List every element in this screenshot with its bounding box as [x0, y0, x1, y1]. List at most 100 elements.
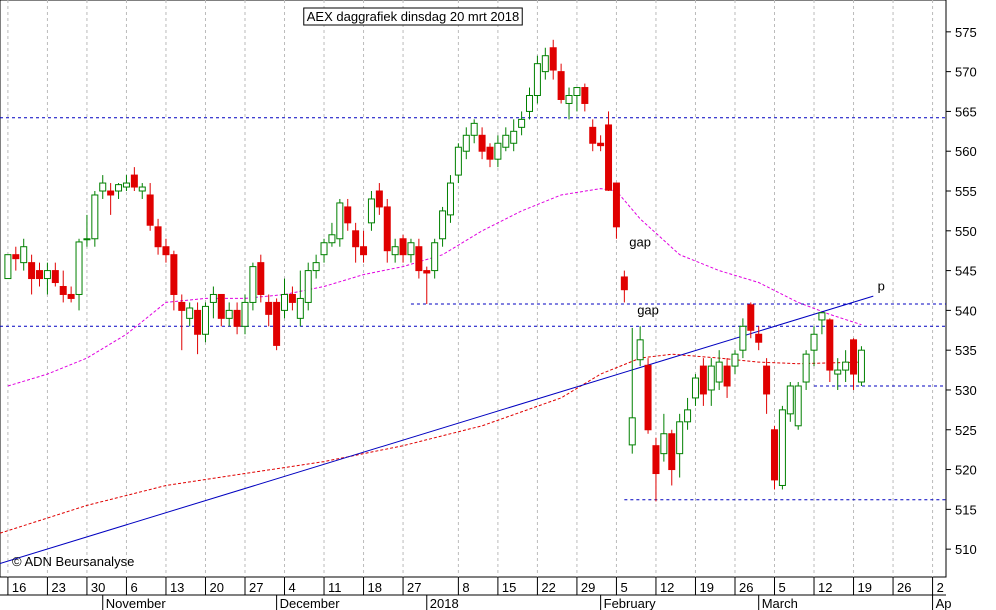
candle-body — [162, 246, 170, 256]
candle-body — [67, 293, 75, 299]
candle-body — [533, 63, 541, 97]
candle-body — [612, 182, 620, 228]
candle-body — [122, 182, 130, 188]
y-tick-label: 550 — [955, 224, 977, 239]
x-tick-label: 29 — [581, 580, 595, 595]
x-tick-label: 30 — [91, 580, 105, 595]
x-tick-label: 18 — [368, 580, 382, 595]
candle-body — [36, 270, 44, 280]
candle-body — [494, 142, 502, 160]
candle-body — [28, 262, 36, 280]
month-label: Ap — [936, 596, 952, 610]
candle-body — [557, 71, 565, 100]
candle-body — [399, 238, 407, 256]
candle-body — [541, 55, 549, 73]
candle-body — [691, 377, 699, 399]
candle-body — [794, 385, 802, 427]
x-tick-label: 5 — [779, 580, 786, 595]
candle-body — [644, 364, 652, 431]
y-tick-label: 530 — [955, 383, 977, 398]
x-tick-label: 16 — [12, 580, 26, 595]
x-tick-label: 13 — [170, 580, 184, 595]
y-tick-label: 515 — [955, 502, 977, 517]
month-label: November — [106, 596, 167, 610]
y-tick-label: 560 — [955, 144, 977, 159]
candle-body — [83, 238, 91, 241]
candle-body — [415, 246, 423, 272]
x-tick-label: 26 — [739, 580, 753, 595]
candle-body — [842, 361, 850, 371]
candle-body — [186, 307, 194, 319]
month-label: 2018 — [430, 596, 459, 610]
candle-body — [549, 47, 557, 71]
y-tick-label: 510 — [955, 542, 977, 557]
candle-body — [273, 301, 281, 346]
source-note: © ADN Beursanalyse — [12, 554, 134, 569]
y-tick-label: 545 — [955, 264, 977, 279]
candle-body — [115, 184, 123, 192]
candle-body — [652, 445, 660, 475]
x-tick-label: 23 — [51, 580, 65, 595]
candle-body — [304, 270, 312, 303]
candle-body — [660, 433, 668, 455]
x-tick-label: 11 — [328, 580, 342, 595]
candle-body — [834, 369, 842, 375]
candle-body — [233, 309, 241, 327]
candle-body — [589, 126, 597, 144]
annotation: gap — [637, 302, 659, 317]
candle-body — [502, 134, 510, 148]
candle-body — [573, 87, 581, 97]
candle-body — [486, 146, 494, 160]
candle-body — [217, 293, 225, 319]
month-label: March — [762, 596, 798, 610]
candle-body — [51, 270, 59, 284]
candle-body — [518, 118, 526, 128]
annotation: gap — [629, 235, 651, 250]
candle-body — [336, 202, 344, 240]
x-tick-label: 22 — [541, 580, 555, 595]
candle-body — [470, 122, 478, 136]
candle-body — [462, 134, 470, 152]
x-tick-label: 2 — [937, 580, 944, 595]
candle-body — [684, 409, 692, 423]
candle-body — [138, 186, 146, 192]
y-tick-label: 520 — [955, 463, 977, 478]
candle-body — [439, 210, 447, 240]
x-tick-label: 20 — [209, 580, 223, 595]
candle-body — [565, 95, 573, 104]
x-tick-label: 5 — [620, 580, 627, 595]
candle-body — [352, 230, 360, 248]
candle-body — [201, 305, 209, 335]
y-tick-label: 525 — [955, 423, 977, 438]
candle-body — [857, 349, 865, 383]
candle-body — [59, 286, 67, 295]
candle-body — [510, 130, 518, 144]
candle-body — [281, 293, 289, 311]
month-label: December — [280, 596, 341, 610]
candle-body — [802, 353, 810, 383]
candle-body — [249, 266, 257, 303]
candle-body — [699, 365, 707, 395]
candle-body — [320, 242, 328, 256]
y-tick-label: 535 — [955, 343, 977, 358]
candle-body — [423, 270, 431, 274]
candle-body — [454, 146, 462, 176]
x-tick-label: 12 — [660, 580, 674, 595]
y-tick-label: 555 — [955, 184, 977, 199]
candle-body — [723, 365, 731, 387]
candle-body — [707, 365, 715, 391]
candle-body — [241, 301, 249, 327]
candle-body — [739, 325, 747, 351]
candle-body — [178, 301, 186, 311]
annotation: p — [878, 278, 885, 293]
candle-body — [778, 409, 786, 486]
candle-body — [731, 353, 739, 367]
candle-body — [209, 293, 217, 303]
candle-body — [636, 339, 644, 361]
candle-body — [130, 174, 138, 188]
x-tick-label: 15 — [502, 580, 516, 595]
candle-body — [431, 242, 439, 272]
overlay-line — [0, 295, 874, 564]
candle-body — [478, 134, 486, 152]
